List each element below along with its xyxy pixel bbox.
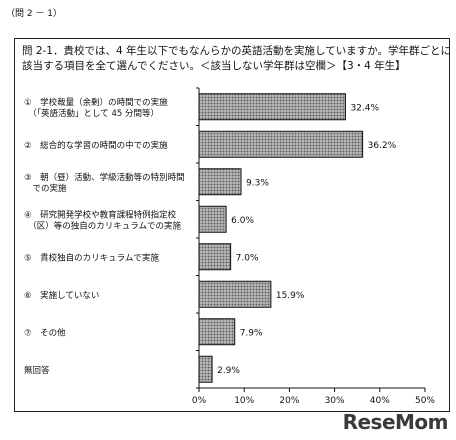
bar [198,130,364,158]
bar-value-label: 2.9% [217,366,240,376]
bar-value-label: 7.9% [240,328,263,338]
bar [198,93,346,121]
category-label: 無回答 [24,365,50,376]
category-label: ⑥ 実施していない [24,290,99,301]
bar-value-label: 36.2% [368,141,397,151]
category-label: （「英語活動」として 45 分間等） [24,108,159,119]
question-line-1: 問 2-1．貴校では、4 年生以下でもなんらかの英語活動を実施していますか。学年… [22,45,451,57]
bar [198,355,213,383]
bar-value-label: 6.0% [231,216,254,226]
question-text: 問 2-1．貴校では、4 年生以下でもなんらかの英語活動を実施していますか。学年… [22,44,451,74]
bar [198,243,232,271]
category-label: ② 総合的な学習の時間の中での実施 [24,140,168,151]
x-tick-label: 30% [325,396,345,406]
bar [198,318,236,346]
x-tick-label: 20% [279,396,299,406]
category-label: での実施 [24,183,67,194]
category-label: ⑤ 貴校独自のカリキュラムで実施 [24,252,159,263]
category-label: ③ 朝（昼）活動、学級活動等の特別時間 [24,172,185,183]
x-tick-label: 0% [192,396,207,406]
figure-label: （問 2 － 1） [6,9,63,19]
category-label: ⑦ その他 [24,327,66,338]
bar-value-label: 7.0% [236,253,259,263]
x-tick-label: 50% [415,396,435,406]
chart-frame [14,38,450,412]
question-line-2: 該当する項目を全て選んでください。＜該当しない学年群は空欄＞【3・4 年生】 [22,60,406,72]
bar-value-label: 15.9% [276,291,305,301]
bars-layer: 0% 10% 20% 30% 40% 50%32.4%① 学校裁量（余剰）の時間での実施 … [24,87,435,406]
resemom-logo: ReseMom [342,410,449,434]
category-label: ① 学校裁量（余剰）の時間での実施 [24,97,168,108]
category-label: （区）等の独自のカリキュラムでの実施 [24,220,181,231]
bar [198,168,242,196]
category-label: ④ 研究開発学校や教育課程特例指定校 [24,209,177,220]
bar-value-label: 9.3% [246,178,269,188]
bar [198,280,272,308]
x-tick-label: 10% [234,396,254,406]
bar [198,205,227,233]
bar-value-label: 32.4% [350,103,379,113]
x-tick-label: 40% [370,396,390,406]
